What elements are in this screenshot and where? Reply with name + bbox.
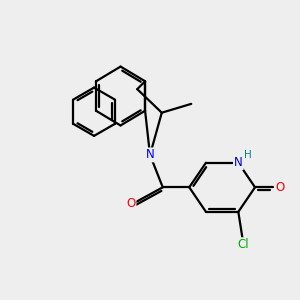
Text: H: H [244, 150, 251, 161]
Text: Cl: Cl [237, 238, 249, 251]
Text: N: N [234, 156, 243, 169]
Text: O: O [126, 197, 136, 211]
Text: N: N [146, 148, 154, 161]
Text: O: O [275, 181, 284, 194]
